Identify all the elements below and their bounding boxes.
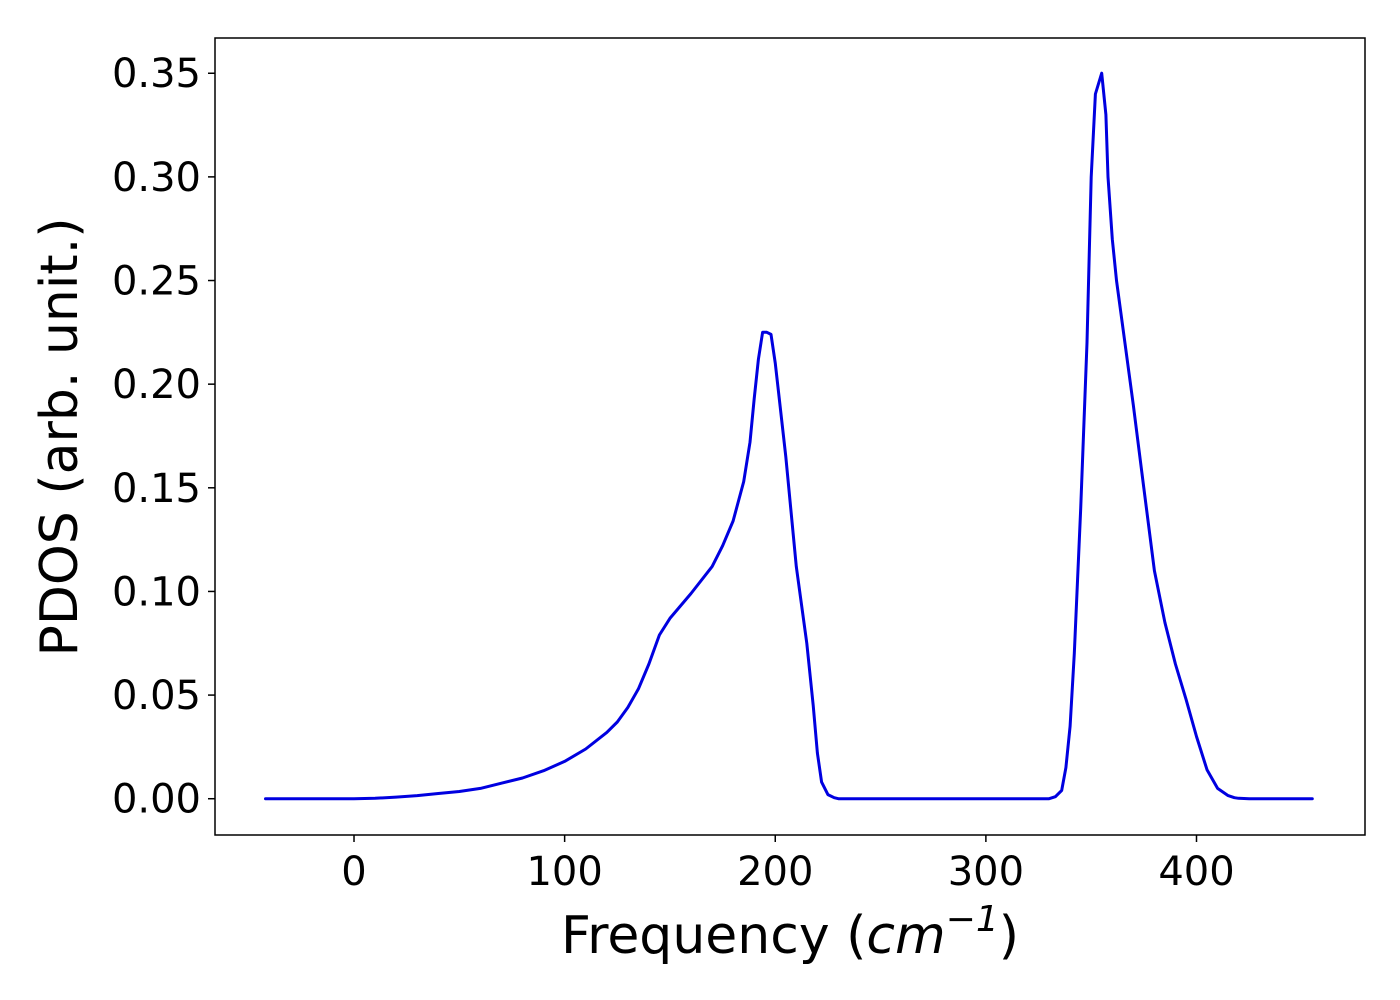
y-axis-label: PDOS (arb. unit.): [30, 217, 90, 656]
y-tick-label: 0.35: [112, 51, 201, 97]
x-tick-label: 300: [948, 849, 1024, 895]
x-tick-label: 400: [1158, 849, 1234, 895]
x-axis-ticks: 0 100 200 300 400: [341, 835, 1235, 895]
y-tick-label: 0.30: [112, 155, 201, 201]
x-axis-label: Frequency (cm−1): [561, 899, 1019, 966]
series-line-pdos: [264, 71, 1314, 801]
y-tick-label: 0.00: [112, 777, 201, 823]
y-tick-label: 0.20: [112, 362, 201, 408]
x-tick-label: 200: [737, 849, 813, 895]
plot-frame: [214, 37, 1366, 836]
plot-background: [215, 38, 1365, 835]
x-tick-label: 100: [526, 849, 602, 895]
x-axis-label-exponent: −1: [946, 899, 999, 940]
y-tick-label: 0.05: [112, 673, 201, 719]
x-axis-label-prefix: Frequency (: [561, 906, 866, 966]
x-axis-label-suffix: ): [999, 906, 1019, 966]
y-tick-label: 0.15: [112, 466, 201, 512]
x-tick-label: 0: [341, 849, 366, 895]
x-axis-label-unit: cm: [866, 906, 945, 966]
y-tick-label: 0.10: [112, 569, 201, 615]
y-tick-label: 0.25: [112, 259, 201, 305]
y-axis-ticks: 0.00 0.05 0.10 0.15 0.20 0.25 0.30 0.35: [112, 51, 215, 823]
